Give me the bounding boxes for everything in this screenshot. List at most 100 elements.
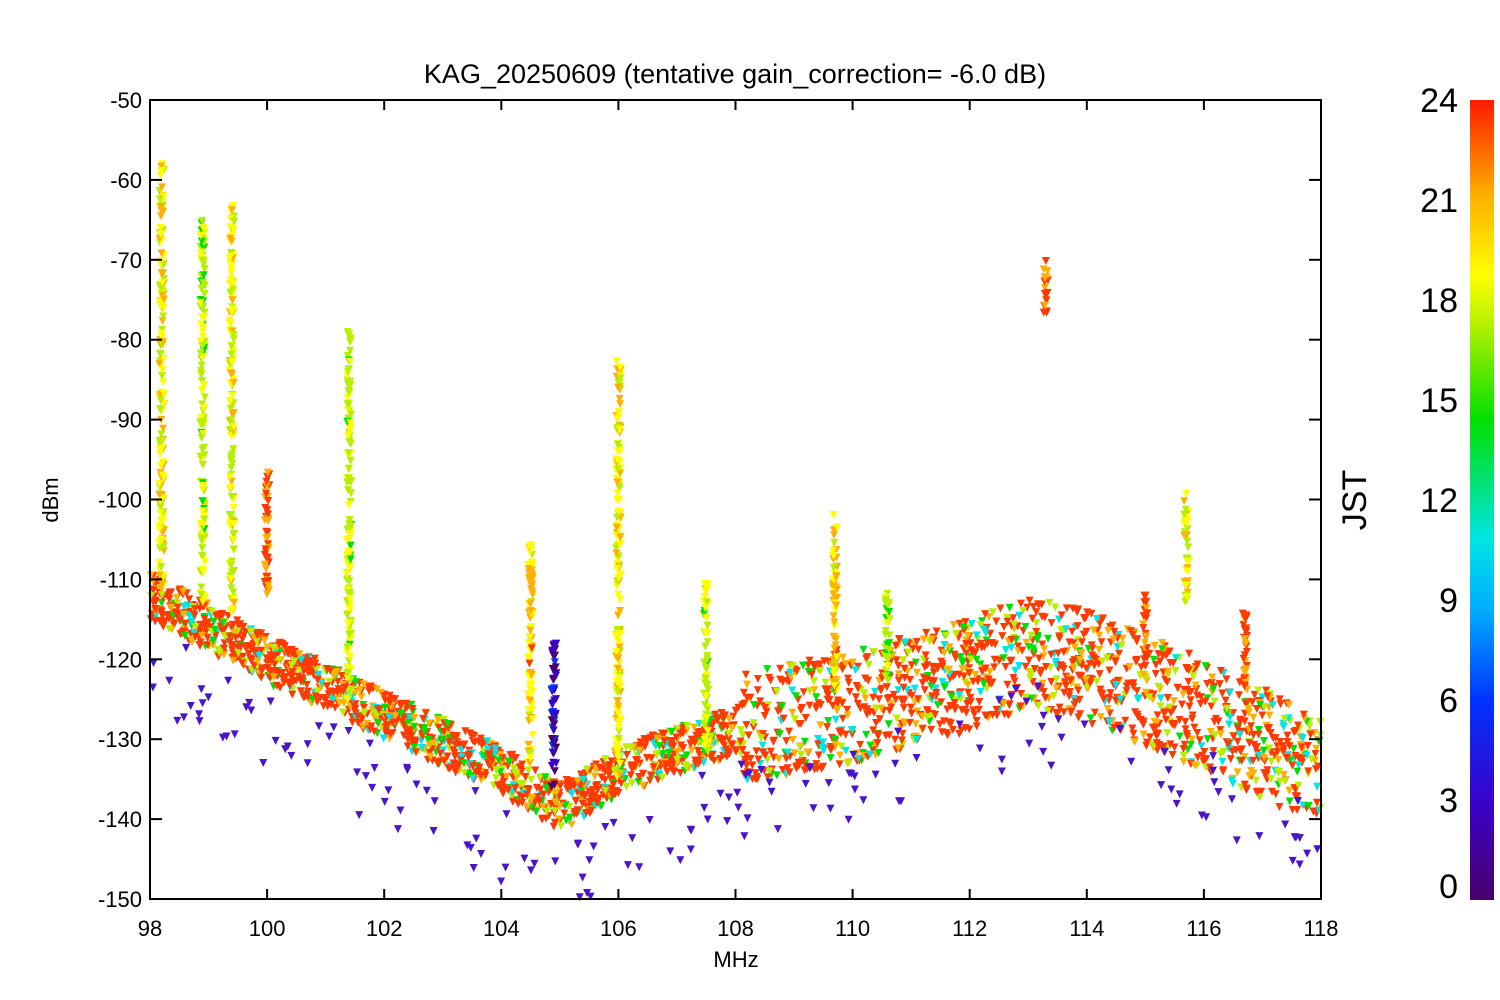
- data-point: [203, 641, 212, 650]
- data-point: [260, 636, 269, 645]
- data-point: [452, 765, 461, 774]
- data-point: [159, 390, 168, 399]
- data-point: [824, 716, 833, 725]
- data-point: [294, 672, 303, 681]
- data-point: [828, 546, 837, 555]
- data-point: [703, 815, 712, 824]
- data-point: [1043, 707, 1052, 716]
- data-point: [623, 861, 632, 870]
- data-point: [1201, 697, 1210, 706]
- data-point: [1016, 599, 1025, 608]
- data-point: [635, 772, 644, 781]
- data-point: [1241, 668, 1250, 677]
- data-point: [1149, 655, 1158, 664]
- data-point: [969, 706, 978, 715]
- data-point: [1070, 643, 1079, 652]
- data-point: [701, 628, 710, 637]
- data-point: [753, 686, 762, 695]
- data-point: [525, 542, 534, 551]
- data-point: [966, 639, 975, 648]
- data-point: [1000, 623, 1009, 632]
- data-point: [1242, 700, 1251, 709]
- data-point: [573, 776, 582, 785]
- data-point: [1097, 638, 1106, 647]
- data-point: [911, 658, 920, 667]
- data-point: [613, 753, 622, 762]
- data-point: [296, 687, 305, 696]
- data-point: [1003, 680, 1012, 689]
- data-point: [1041, 257, 1050, 266]
- data-point: [198, 354, 207, 363]
- data-point: [829, 590, 838, 599]
- data-point: [526, 749, 535, 758]
- data-point: [826, 743, 835, 752]
- data-point: [717, 736, 726, 745]
- data-point: [200, 614, 209, 623]
- data-point: [1239, 620, 1248, 629]
- data-point: [758, 748, 767, 757]
- data-point: [703, 727, 712, 736]
- data-point: [551, 709, 560, 718]
- data-point: [614, 734, 623, 743]
- data-point: [786, 668, 795, 677]
- data-point: [995, 696, 1004, 705]
- data-point: [227, 269, 236, 278]
- data-point: [197, 456, 206, 465]
- data-point: [615, 540, 624, 549]
- data-point: [946, 674, 955, 683]
- data-point: [1254, 726, 1263, 735]
- data-point: [1235, 730, 1244, 739]
- data-point: [310, 654, 319, 663]
- data-point: [1260, 703, 1269, 712]
- data-point: [593, 798, 602, 807]
- data-point: [737, 760, 746, 769]
- data-point: [976, 621, 985, 630]
- data-point: [1068, 604, 1077, 613]
- data-point: [1157, 781, 1166, 790]
- data-point: [703, 652, 712, 661]
- data-point: [738, 745, 747, 754]
- data-point: [933, 701, 942, 710]
- data-point: [380, 797, 389, 806]
- data-point: [488, 756, 497, 765]
- data-point: [526, 578, 535, 587]
- data-point: [406, 726, 415, 735]
- data-point: [1179, 751, 1188, 760]
- data-point: [849, 750, 858, 759]
- data-point: [956, 653, 965, 662]
- data-point: [676, 729, 685, 738]
- data-point: [1270, 751, 1279, 760]
- data-point: [817, 764, 826, 773]
- data-point: [862, 654, 871, 663]
- data-point: [1240, 717, 1249, 726]
- data-point: [955, 690, 964, 699]
- data-point: [1035, 654, 1044, 663]
- data-point: [196, 418, 205, 427]
- data-point: [344, 401, 353, 410]
- data-point: [828, 701, 837, 710]
- data-point: [263, 659, 272, 668]
- data-point: [1015, 662, 1024, 671]
- data-point: [155, 571, 164, 580]
- data-point: [381, 696, 390, 705]
- data-point: [345, 594, 354, 603]
- x-tick-label: 104: [483, 916, 520, 941]
- data-point: [701, 587, 710, 596]
- data-point: [527, 647, 536, 656]
- data-point: [552, 639, 561, 648]
- data-point: [200, 265, 209, 274]
- data-point: [830, 531, 839, 540]
- data-point: [950, 670, 959, 679]
- data-point: [882, 666, 891, 675]
- data-point: [962, 649, 971, 658]
- data-point: [665, 748, 674, 757]
- data-point: [1111, 680, 1120, 689]
- data-point: [1254, 730, 1263, 739]
- data-point: [445, 738, 454, 747]
- data-point: [763, 665, 772, 674]
- data-point: [1183, 537, 1192, 546]
- data-point: [224, 676, 233, 685]
- data-point: [550, 806, 559, 815]
- data-point: [157, 598, 166, 607]
- data-point: [779, 714, 788, 723]
